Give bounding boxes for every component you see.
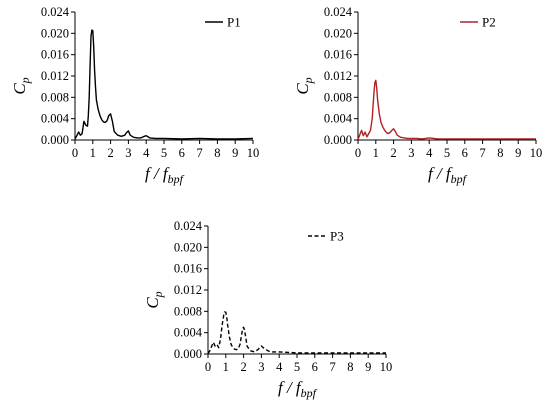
- legend-label: P3: [330, 229, 344, 244]
- x-tick-label: 8: [497, 146, 503, 160]
- series-line-p1: [74, 29, 254, 140]
- x-tick-label: 10: [247, 146, 260, 160]
- x-tick-label: 4: [143, 146, 150, 160]
- y-tick-label: 0.016: [324, 48, 352, 62]
- x-tick-label: 6: [312, 360, 318, 374]
- x-tick-label: 3: [125, 146, 131, 160]
- y-axis-label: Cp: [143, 291, 165, 308]
- x-tick-label: 6: [179, 146, 185, 160]
- x-tick-label: 4: [276, 360, 283, 374]
- x-tick-label: 5: [294, 360, 300, 374]
- x-tick-label: 5: [444, 146, 450, 160]
- x-tick-label: 1: [90, 146, 96, 160]
- x-tick-label: 4: [426, 146, 433, 160]
- x-tick-label: 2: [240, 360, 246, 374]
- chart-1: 0.000 0.004 0.008 0.012 0.016 0.020 0.024 0 1 2 3 4…: [10, 5, 259, 186]
- y-tick-label: 0.020: [174, 240, 202, 254]
- y-tick-label: 0.024: [41, 5, 70, 19]
- x-tick-label: 9: [365, 360, 371, 374]
- legend-label: P2: [482, 15, 496, 30]
- legend-label: P1: [227, 15, 241, 30]
- y-tick-label: 0.012: [324, 69, 352, 83]
- y-axis-label: Cp: [10, 77, 32, 94]
- x-tick-label: 8: [214, 146, 220, 160]
- y-tick-label: 0.004: [174, 326, 203, 340]
- x-axis-label: f / fbpf: [428, 164, 468, 186]
- x-tick-label: 8: [347, 360, 353, 374]
- y-tick-label: 0.000: [174, 347, 202, 361]
- chart-3: 0.000 0.004 0.008 0.012 0.016 0.020 0.024 0 1 2 3 4…: [143, 219, 392, 400]
- series-line-p3: [207, 311, 386, 354]
- x-tick-label: 3: [408, 146, 414, 160]
- y-tick-label: 0.024: [324, 5, 353, 19]
- x-tick-label: 1: [223, 360, 229, 374]
- x-tick-label: 7: [196, 146, 202, 160]
- x-axis-label: f / fbpf: [145, 164, 185, 186]
- series-line-p2: [357, 79, 536, 140]
- x-tick-label: 9: [232, 146, 238, 160]
- x-tick-label: 7: [329, 360, 335, 374]
- y-tick-label: 0.008: [41, 90, 69, 104]
- x-tick-label: 3: [258, 360, 264, 374]
- x-tick-label: 0: [205, 360, 211, 374]
- y-tick-label: 0.004: [41, 112, 70, 126]
- x-tick-label: 10: [530, 146, 543, 160]
- y-axis-label: Cp: [293, 77, 315, 94]
- y-tick-label: 0.004: [324, 112, 353, 126]
- y-tick-label: 0.008: [174, 304, 202, 318]
- y-tick-label: 0.020: [324, 26, 352, 40]
- x-tick-label: 0: [72, 146, 78, 160]
- y-tick-label: 0.008: [324, 90, 352, 104]
- y-tick-label: 0.000: [41, 133, 69, 147]
- x-tick-label: 9: [515, 146, 521, 160]
- x-tick-label: 6: [462, 146, 468, 160]
- x-tick-label: 1: [373, 146, 379, 160]
- y-tick-label: 0.024: [174, 219, 203, 233]
- x-tick-label: 2: [390, 146, 396, 160]
- y-tick-label: 0.016: [41, 48, 69, 62]
- y-tick-label: 0.012: [41, 69, 69, 83]
- x-tick-label: 5: [161, 146, 167, 160]
- chart-2: 0.000 0.004 0.008 0.012 0.016 0.020 0.024 0 1 2 3 4…: [293, 5, 542, 186]
- y-tick-label: 0.000: [324, 133, 352, 147]
- x-tick-label: 7: [479, 146, 485, 160]
- x-tick-label: 2: [107, 146, 113, 160]
- y-tick-label: 0.020: [41, 26, 69, 40]
- y-tick-label: 0.016: [174, 262, 202, 276]
- x-tick-label: 10: [380, 360, 393, 374]
- y-tick-label: 0.012: [174, 283, 202, 297]
- x-axis-label: f / fbpf: [278, 378, 318, 400]
- x-tick-label: 0: [355, 146, 361, 160]
